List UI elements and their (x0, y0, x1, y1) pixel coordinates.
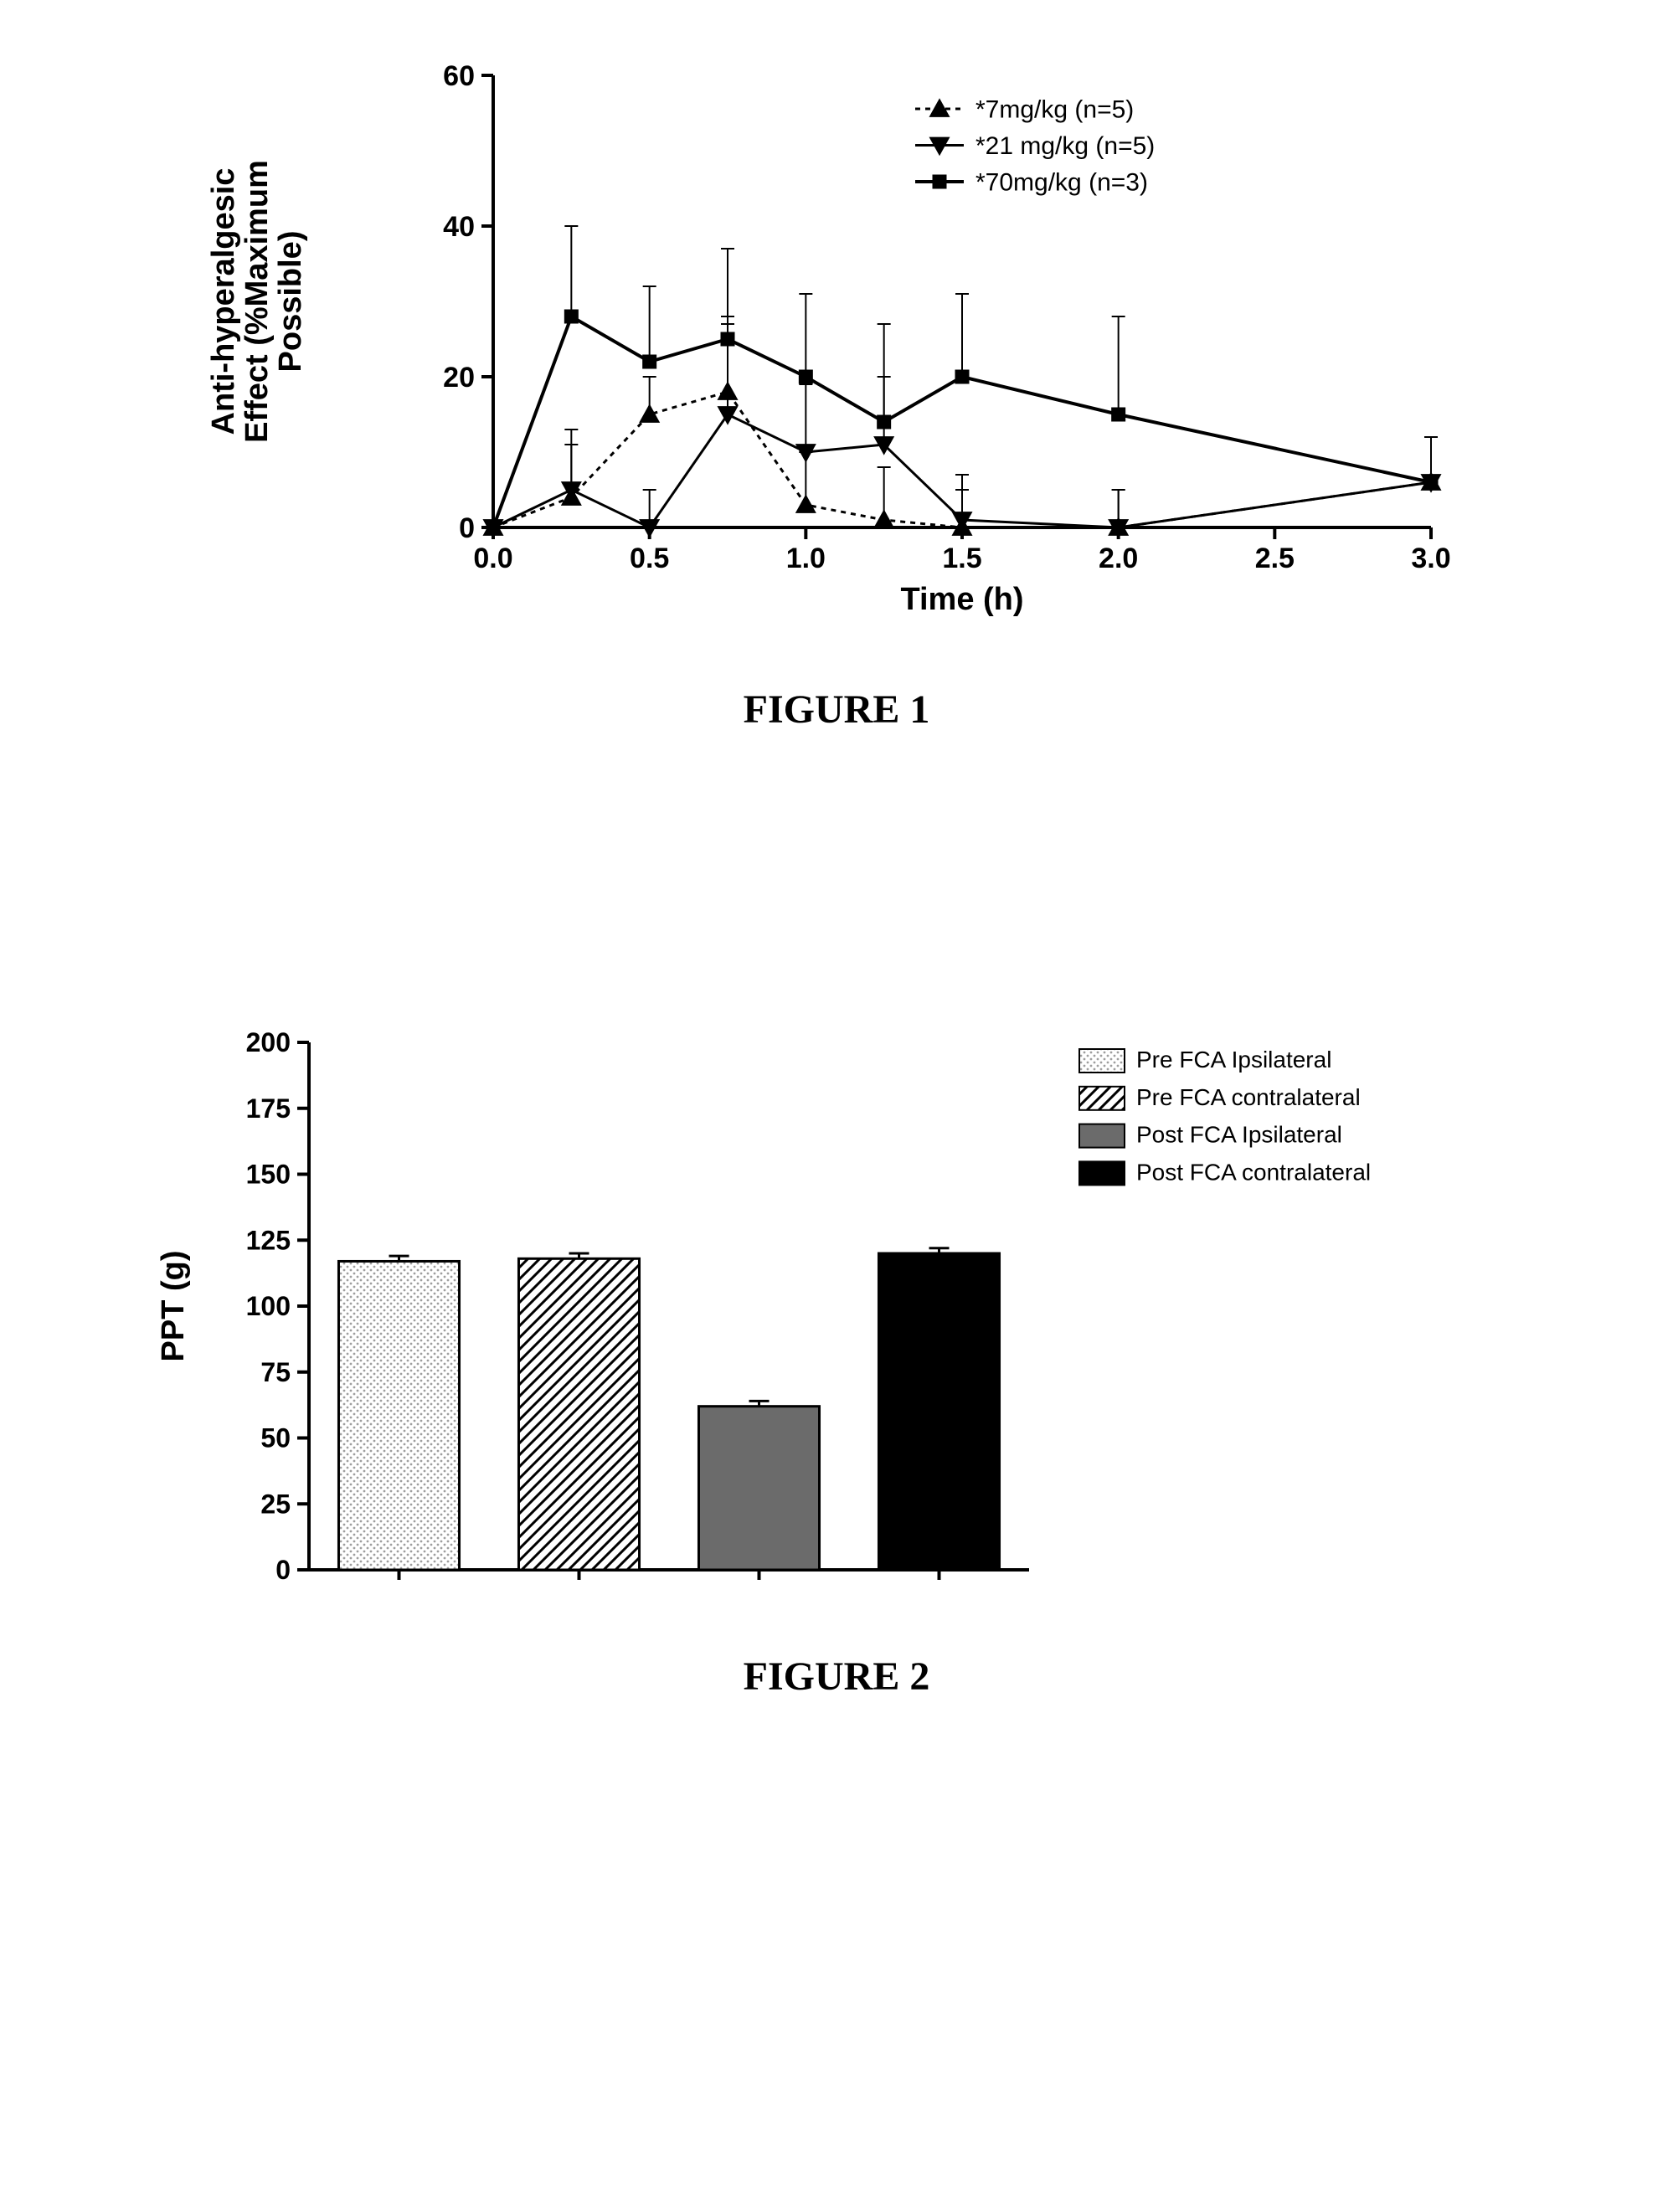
svg-text:0: 0 (275, 1555, 291, 1585)
svg-text:0.5: 0.5 (630, 543, 669, 574)
svg-text:*70mg/kg (n=3): *70mg/kg (n=3) (975, 169, 1148, 197)
svg-text:Time (h): Time (h) (900, 582, 1023, 617)
svg-text:PPT (g): PPT (g) (156, 1251, 191, 1362)
svg-text:25: 25 (260, 1489, 291, 1519)
svg-text:0: 0 (459, 512, 475, 544)
figure-1-caption: FIGURE 1 (744, 687, 930, 733)
svg-text:Post FCA contralateral: Post FCA contralateral (1136, 1159, 1371, 1185)
svg-text:Effect (%Maximum: Effect (%Maximum (239, 160, 275, 443)
svg-text:*21 mg/kg (n=5): *21 mg/kg (n=5) (975, 132, 1155, 160)
svg-text:40: 40 (443, 211, 475, 243)
svg-text:150: 150 (246, 1160, 291, 1190)
svg-text:Pre FCA Ipsilateral: Pre FCA Ipsilateral (1136, 1047, 1331, 1073)
figure-2: 0 25 50 75 100 125 150 175 200 PPT (g) Pre FCA Ips… (125, 1017, 1548, 1700)
svg-text:125: 125 (246, 1225, 291, 1255)
svg-text:Post FCA Ipsilateral: Post FCA Ipsilateral (1136, 1122, 1342, 1148)
svg-text:1.5: 1.5 (942, 543, 981, 574)
svg-text:60: 60 (443, 60, 475, 92)
svg-text:0.0: 0.0 (473, 543, 512, 574)
bar-chart: 0 25 50 75 100 125 150 175 200 PPT (g) Pre FCA Ips… (125, 1017, 1548, 1603)
svg-text:Possible): Possible) (273, 231, 308, 373)
svg-text:200: 200 (246, 1027, 291, 1057)
svg-text:Anti-hyperalgesic: Anti-hyperalgesic (208, 168, 241, 435)
svg-text:3.0: 3.0 (1411, 543, 1450, 574)
line-chart: 0 20 40 60 0.0 0.5 1.0 1.5 2.0 2.5 3.0 Anti-hyperal… (208, 50, 1465, 636)
svg-text:175: 175 (246, 1093, 291, 1124)
svg-text:20: 20 (443, 362, 475, 394)
svg-text:75: 75 (260, 1357, 291, 1387)
svg-text:100: 100 (246, 1291, 291, 1321)
svg-text:*7mg/kg (n=5): *7mg/kg (n=5) (975, 96, 1134, 124)
figure-1: 0 20 40 60 0.0 0.5 1.0 1.5 2.0 2.5 3.0 Anti-hyperal… (208, 50, 1465, 733)
svg-text:2.0: 2.0 (1099, 543, 1138, 574)
svg-text:50: 50 (260, 1423, 291, 1453)
svg-text:Pre FCA contralateral: Pre FCA contralateral (1136, 1084, 1361, 1110)
figure-2-caption: FIGURE 2 (744, 1654, 930, 1700)
svg-text:2.5: 2.5 (1255, 543, 1295, 574)
svg-text:1.0: 1.0 (786, 543, 826, 574)
